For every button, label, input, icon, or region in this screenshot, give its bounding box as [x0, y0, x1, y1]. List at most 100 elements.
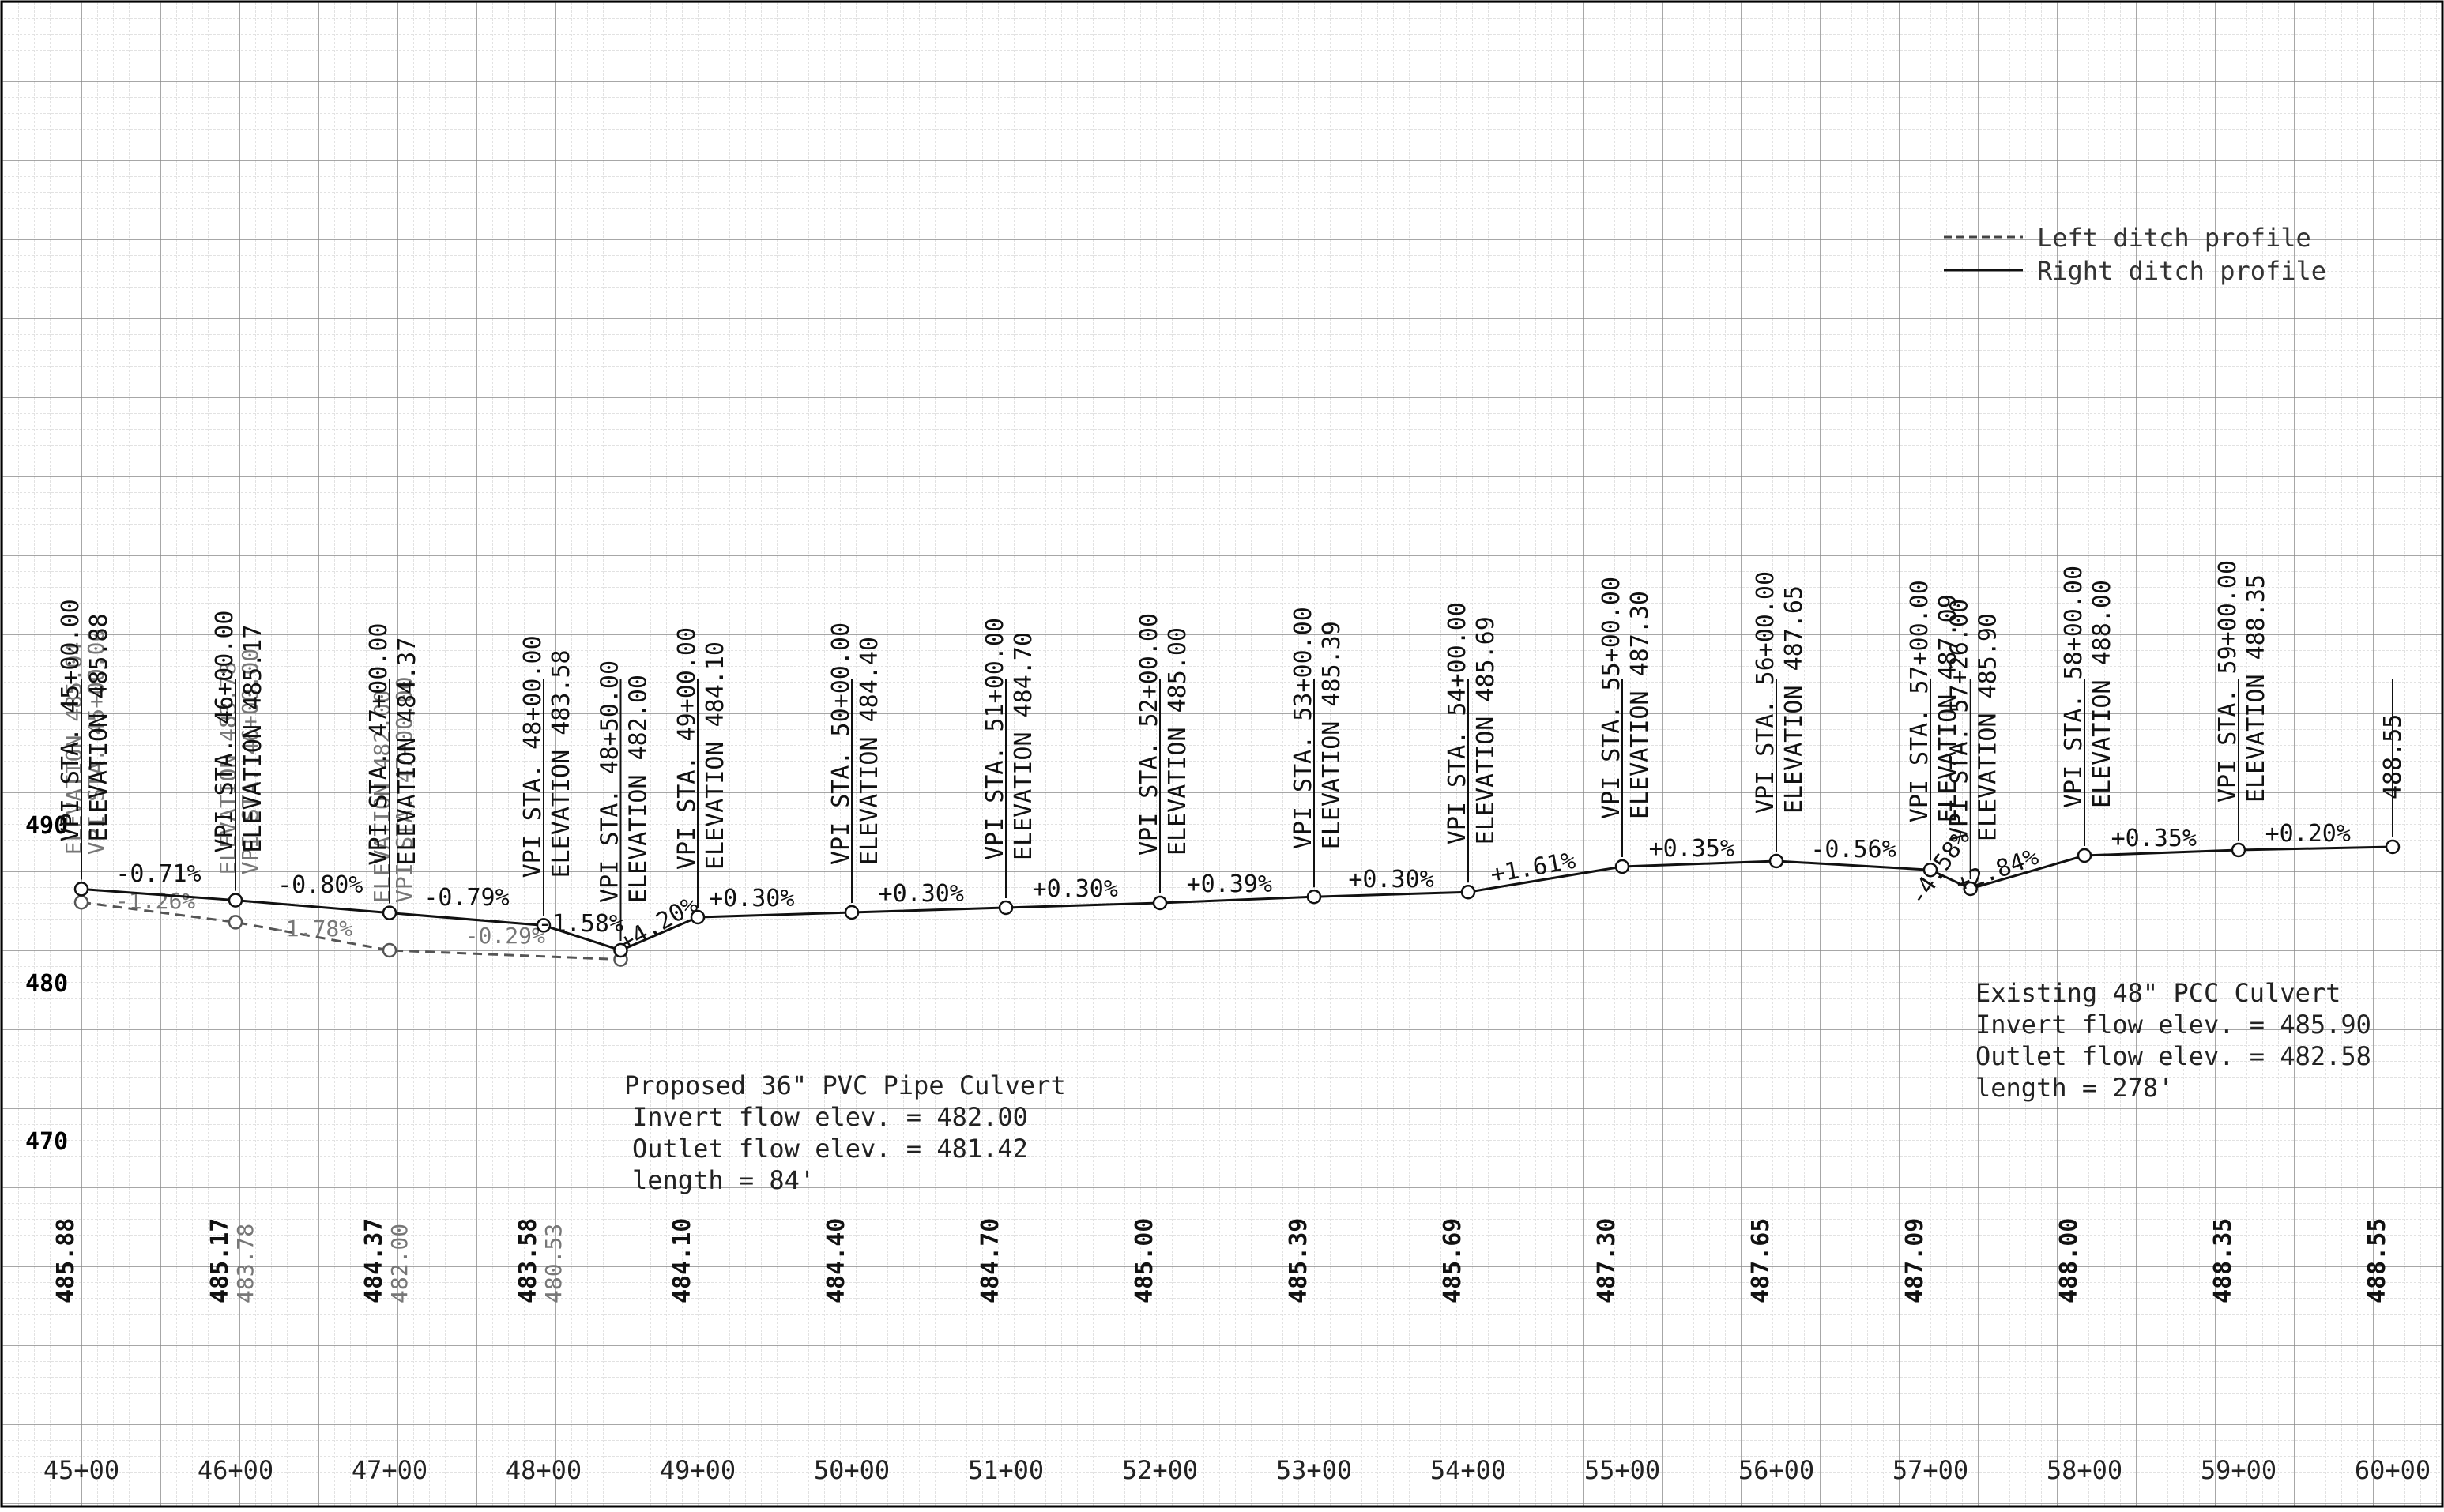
right-bottom-elevation-label: 483.58 [514, 1218, 542, 1303]
right-vpi-elevation-label: ELEVATION 488.35 [2243, 574, 2270, 803]
x-tick-label: 53+00 [1276, 1455, 1352, 1485]
left-bottom-elevation-label: 480.53 [540, 1224, 567, 1303]
right-vpi-station-label: VPI STA. 45+00.00 [57, 599, 85, 841]
right-vpi-marker [1308, 890, 1320, 903]
left-grade-label: -0.29% [465, 923, 545, 949]
right-bottom-elevation-label: 488.00 [2055, 1218, 2083, 1303]
right-vpi-marker [2386, 841, 2399, 853]
right-bottom-elevation-label: 485.69 [1439, 1218, 1467, 1303]
x-tick-label: 52+00 [1122, 1455, 1198, 1485]
right-bottom-elevation-label: 485.17 [206, 1218, 234, 1303]
x-tick-label: 56+00 [1738, 1455, 1814, 1485]
note-line: length = 84' [632, 1165, 815, 1195]
right-vpi-station-label: VPI STA. 46+00.00 [211, 611, 239, 853]
right-grade-label: +0.30% [1033, 875, 1118, 903]
right-grade-label: -1.58% [538, 910, 623, 938]
right-vpi-elevation-label: ELEVATION 488.00 [2088, 580, 2116, 808]
left-vpi-marker [383, 944, 396, 957]
right-bottom-elevation-label: 484.37 [360, 1218, 388, 1303]
x-tick-label: 48+00 [506, 1455, 582, 1485]
right-grade-label: -0.71% [115, 860, 201, 888]
right-vpi-marker [1770, 855, 1783, 867]
right-vpi-elevation-label: 488.55 [2379, 714, 2407, 799]
right-vpi-station-label: VPI STA. 52+00.00 [1135, 613, 1163, 856]
right-bottom-elevation-label: 484.10 [668, 1218, 696, 1303]
right-grade-label: +0.30% [879, 880, 964, 908]
note-line: Existing 48" PCC Culvert [1975, 978, 2340, 1008]
right-bottom-elevation-label: 484.70 [977, 1218, 1004, 1303]
right-grade-label: -0.56% [1810, 836, 1896, 863]
right-vpi-station-label: VPI STA. 56+00.00 [1752, 571, 1779, 814]
x-tick-label: 58+00 [2047, 1455, 2122, 1485]
right-vpi-elevation-label: ELEVATION 485.90 [1975, 613, 2002, 841]
right-bottom-elevation-label: 487.30 [1593, 1218, 1621, 1303]
right-vpi-elevation-label: ELEVATION 485.17 [239, 625, 267, 853]
right-vpi-marker [2078, 849, 2091, 862]
legend-left-label: Left ditch profile [2037, 223, 2311, 253]
right-vpi-marker [845, 906, 858, 919]
right-vpi-station-label: VPI STA. 48+50.00 [597, 660, 624, 903]
right-vpi-station-label: VPI STA. 49+00.00 [673, 627, 701, 870]
left-bottom-elevation-label: 482.00 [386, 1224, 412, 1303]
x-tick-label: 57+00 [1892, 1455, 1968, 1485]
note-line: Outlet flow elev. = 481.42 [632, 1134, 1028, 1164]
note-line: Outlet flow elev. = 482.58 [1975, 1041, 2371, 1071]
note-line: length = 278' [1975, 1073, 2173, 1103]
right-vpi-elevation-label: ELEVATION 485.88 [85, 613, 113, 841]
legend-right-label: Right ditch profile [2037, 256, 2326, 286]
right-vpi-station-label: VPI STA. 53+00.00 [1290, 607, 1317, 849]
right-bottom-elevation-label: 485.88 [52, 1218, 80, 1303]
right-grade-label: -0.79% [424, 884, 509, 912]
right-vpi-elevation-label: ELEVATION 485.39 [1318, 621, 1346, 849]
x-tick-label: 50+00 [814, 1455, 890, 1485]
right-bottom-elevation-label: 488.35 [2209, 1218, 2237, 1303]
right-grade-label: +0.35% [2111, 825, 2197, 852]
right-vpi-marker [2232, 844, 2245, 856]
right-vpi-station-label: VPI STA. 58+00.00 [2060, 566, 2088, 808]
right-vpi-station-label: VPI STA. 59+00.00 [2214, 560, 2242, 803]
right-vpi-station-label: VPI STA. 57+00.00 [1906, 580, 1934, 822]
note-line: Invert flow elev. = 482.00 [632, 1102, 1028, 1132]
x-tick-label: 55+00 [1584, 1455, 1660, 1485]
right-grade-label: +0.30% [1348, 866, 1433, 893]
right-vpi-elevation-label: ELEVATION 487.30 [1626, 591, 1654, 819]
left-bottom-elevation-label: 483.78 [232, 1224, 258, 1303]
left-vpi-marker [229, 916, 242, 928]
y-tick-label: 470 [25, 1128, 68, 1156]
x-tick-label: 47+00 [352, 1455, 427, 1485]
right-vpi-station-label: VPI STA. 51+00.00 [981, 618, 1009, 860]
right-vpi-marker [1616, 860, 1629, 873]
right-vpi-station-label: VPI STA. 54+00.00 [1444, 602, 1471, 844]
x-tick-label: 59+00 [2201, 1455, 2276, 1485]
right-vpi-marker [75, 882, 88, 895]
right-grade-label: +0.35% [1649, 835, 1734, 863]
right-vpi-station-label: VPI STA. 48+00.00 [519, 635, 547, 878]
left-grade-label: -1.78% [273, 916, 352, 942]
right-bottom-elevation-label: 485.00 [1131, 1218, 1158, 1303]
right-vpi-elevation-label: ELEVATION 484.40 [856, 637, 883, 865]
note-line: Proposed 36" PVC Pipe Culvert [624, 1070, 1066, 1100]
right-vpi-station-label: VPI STA. 47+00.00 [365, 623, 393, 866]
x-tick-label: 45+00 [43, 1455, 119, 1485]
right-vpi-elevation-label: ELEVATION 485.00 [1164, 627, 1192, 856]
x-tick-label: 46+00 [198, 1455, 273, 1485]
right-vpi-station-label: VPI STA. 55+00.00 [1598, 577, 1625, 819]
right-grade-label: +0.30% [709, 885, 794, 912]
right-bottom-elevation-label: 484.40 [823, 1218, 850, 1303]
right-grade-label: +0.39% [1187, 871, 1272, 898]
right-vpi-elevation-label: ELEVATION 482.00 [625, 675, 653, 903]
right-bottom-elevation-label: 485.39 [1285, 1218, 1312, 1303]
right-vpi-elevation-label: ELEVATION 484.10 [702, 641, 729, 870]
note-line: Invert flow elev. = 485.90 [1975, 1010, 2371, 1040]
right-vpi-elevation-label: ELEVATION 483.58 [548, 649, 575, 878]
right-bottom-elevation-label: 487.65 [1747, 1218, 1775, 1303]
right-bottom-elevation-label: 488.55 [2363, 1218, 2391, 1303]
x-tick-label: 60+00 [2355, 1455, 2431, 1485]
right-grade-label: +0.20% [2265, 820, 2351, 848]
x-tick-label: 49+00 [660, 1455, 736, 1485]
right-vpi-marker [383, 907, 396, 920]
right-grade-label: -0.80% [277, 871, 363, 899]
y-tick-label: 480 [25, 970, 68, 998]
